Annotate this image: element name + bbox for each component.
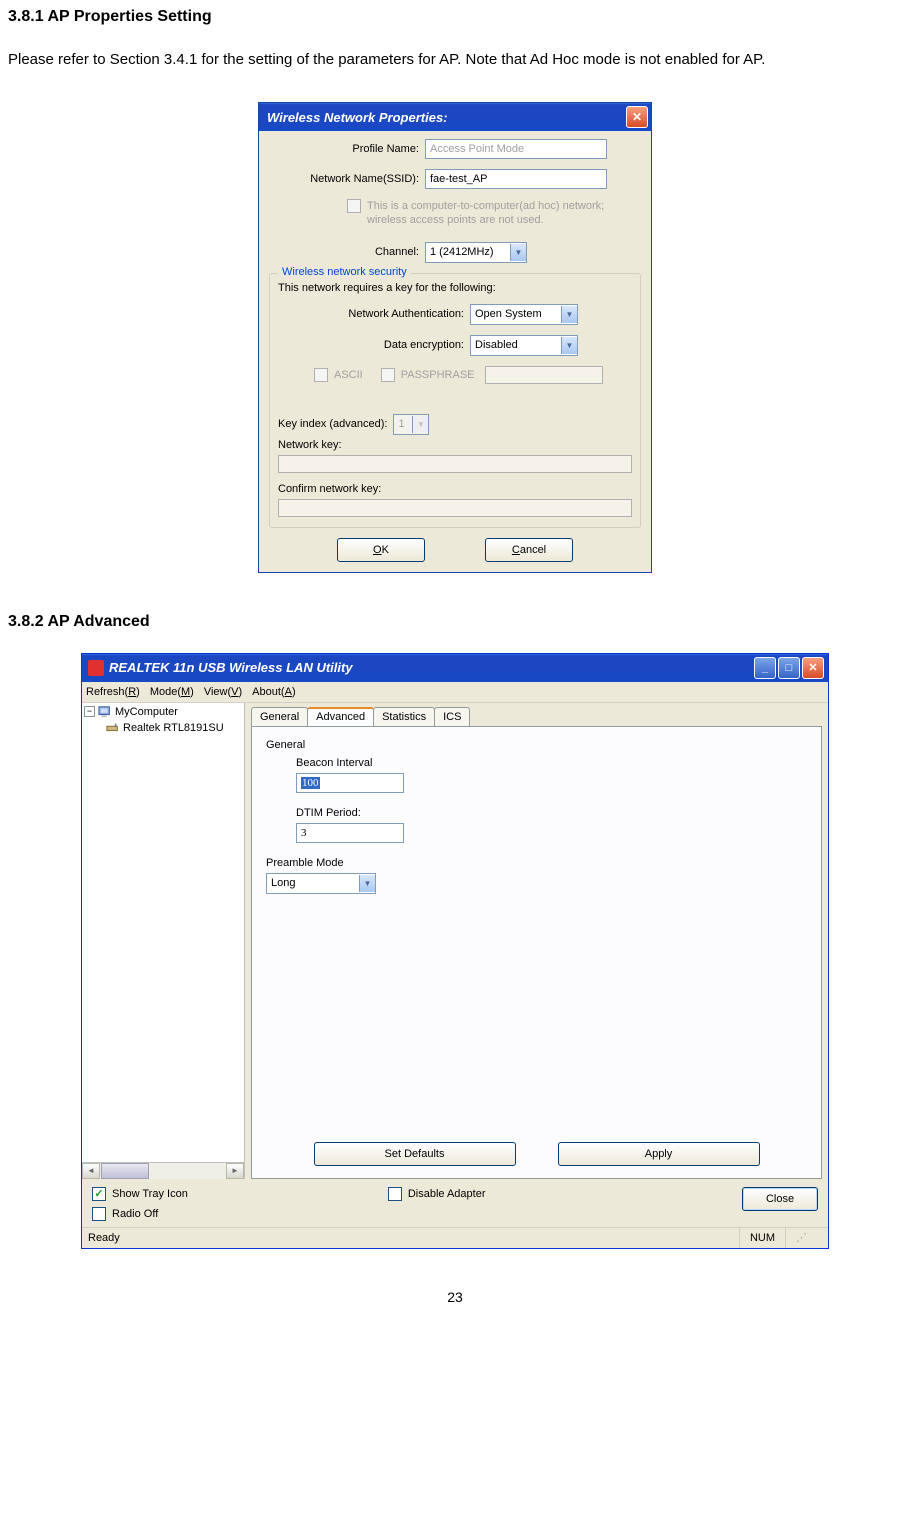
preamble-select[interactable]: Long ▼ xyxy=(266,873,376,894)
menu-refresh[interactable]: Refresh(R) xyxy=(86,686,140,698)
preamble-label: Preamble Mode xyxy=(266,857,807,869)
passphrase-label: PASSPHRASE xyxy=(401,369,475,381)
enc-label: Data encryption: xyxy=(278,339,470,351)
ascii-label: ASCII xyxy=(334,369,363,381)
menubar: Refresh(R) Mode(M) View(V) About(A) xyxy=(82,682,828,703)
keyindex-select: 1 ▼ xyxy=(393,414,429,435)
tree-root-label: MyComputer xyxy=(115,706,178,718)
ssid-input[interactable] xyxy=(425,169,607,189)
dtim-label: DTIM Period: xyxy=(296,807,807,819)
computer-icon xyxy=(98,705,112,719)
chevron-down-icon[interactable]: ▼ xyxy=(510,244,526,261)
close-button[interactable]: Close xyxy=(742,1187,818,1211)
chevron-down-icon: ▼ xyxy=(412,416,428,433)
heading-2: 3.8.2 AP Advanced xyxy=(8,613,902,631)
profile-name-label: Profile Name: xyxy=(269,143,425,155)
chevron-down-icon[interactable]: ▼ xyxy=(561,306,577,323)
heading-1: 3.8.1 AP Properties Setting xyxy=(8,8,902,26)
statusbar: Ready NUM ⋰ xyxy=(82,1227,828,1248)
preamble-value: Long xyxy=(267,877,359,889)
adhoc-text: This is a computer-to-computer(ad hoc) n… xyxy=(367,199,637,228)
scroll-right-icon[interactable]: ► xyxy=(226,1163,244,1179)
minimize-icon[interactable]: _ xyxy=(754,657,776,679)
tree-collapse-icon[interactable]: − xyxy=(84,706,95,717)
tab-panel-advanced: General Beacon Interval 100 DTIM Period:… xyxy=(251,726,822,1179)
window-title: REALTEK 11n USB Wireless LAN Utility xyxy=(109,660,754,675)
channel-value: 1 (2412MHz) xyxy=(426,246,510,258)
scroll-left-icon[interactable]: ◄ xyxy=(82,1163,100,1179)
passphrase-input xyxy=(485,366,603,384)
tab-statistics[interactable]: Statistics xyxy=(373,707,435,726)
dialog-title: Wireless Network Properties: xyxy=(267,110,626,125)
radio-off-checkbox[interactable] xyxy=(92,1207,106,1221)
close-icon[interactable]: ✕ xyxy=(626,106,648,128)
adhoc-checkbox xyxy=(347,199,361,213)
panel-general-label: General xyxy=(266,739,807,751)
ok-button[interactable]: OK xyxy=(337,538,425,562)
adapter-icon xyxy=(106,721,120,735)
radio-off-label: Radio Off xyxy=(112,1208,158,1220)
tab-strip: General Advanced Statistics ICS xyxy=(251,707,822,726)
tree-child-label: Realtek RTL8191SU xyxy=(123,722,224,734)
profile-name-input xyxy=(425,139,607,159)
tree-hscrollbar[interactable]: ◄ ► xyxy=(82,1162,244,1179)
window-titlebar: REALTEK 11n USB Wireless LAN Utility _ □… xyxy=(82,654,828,682)
security-legend: Wireless network security xyxy=(278,266,411,278)
disable-adapter-label: Disable Adapter xyxy=(408,1188,486,1200)
set-defaults-button[interactable]: Set Defaults xyxy=(314,1142,516,1166)
resize-grip-icon[interactable]: ⋰ xyxy=(785,1228,822,1248)
networkkey-input xyxy=(278,455,632,473)
tree-pane: − MyComputer Realtek RTL8191SU ◄ ► xyxy=(82,703,245,1179)
maximize-icon[interactable]: □ xyxy=(778,657,800,679)
dialog-titlebar: Wireless Network Properties: ✕ xyxy=(259,103,651,131)
menu-about[interactable]: About(A) xyxy=(252,686,295,698)
menu-mode[interactable]: Mode(M) xyxy=(150,686,194,698)
status-num: NUM xyxy=(739,1228,785,1248)
bottom-options: Show Tray Icon Radio Off Disable Adapter… xyxy=(82,1179,828,1227)
channel-label: Channel: xyxy=(269,246,425,258)
app-icon xyxy=(88,660,104,676)
cancel-button[interactable]: Cancel xyxy=(485,538,573,562)
confirmkey-input xyxy=(278,499,632,517)
page-number: 23 xyxy=(8,1289,902,1305)
auth-label: Network Authentication: xyxy=(278,308,470,320)
auth-value: Open System xyxy=(471,308,561,320)
keyindex-value: 1 xyxy=(394,418,412,430)
keyindex-label: Key index (advanced): xyxy=(278,418,387,430)
show-tray-checkbox[interactable] xyxy=(92,1187,106,1201)
show-tray-label: Show Tray Icon xyxy=(112,1188,188,1200)
security-intro: This network requires a key for the foll… xyxy=(278,282,632,294)
tab-ics[interactable]: ICS xyxy=(434,707,470,726)
wireless-properties-dialog: Wireless Network Properties: ✕ Profile N… xyxy=(258,102,652,573)
confirmkey-label: Confirm network key: xyxy=(278,483,632,495)
auth-select[interactable]: Open System ▼ xyxy=(470,304,578,325)
apply-button[interactable]: Apply xyxy=(558,1142,760,1166)
disable-adapter-checkbox[interactable] xyxy=(388,1187,402,1201)
scroll-thumb[interactable] xyxy=(101,1163,149,1179)
chevron-down-icon[interactable]: ▼ xyxy=(359,875,375,892)
enc-select[interactable]: Disabled ▼ xyxy=(470,335,578,356)
chevron-down-icon[interactable]: ▼ xyxy=(561,337,577,354)
beacon-input[interactable]: 100 xyxy=(296,773,404,793)
tab-advanced[interactable]: Advanced xyxy=(307,707,374,726)
dtim-input[interactable] xyxy=(296,823,404,843)
wlan-utility-window: REALTEK 11n USB Wireless LAN Utility _ □… xyxy=(81,653,829,1249)
tree-root[interactable]: − MyComputer xyxy=(84,705,242,719)
channel-select[interactable]: 1 (2412MHz) ▼ xyxy=(425,242,527,263)
ascii-checkbox xyxy=(314,368,328,382)
beacon-label: Beacon Interval xyxy=(296,757,807,769)
enc-value: Disabled xyxy=(471,339,561,351)
ssid-label: Network Name(SSID): xyxy=(269,173,425,185)
close-icon[interactable]: ✕ xyxy=(802,657,824,679)
passphrase-checkbox xyxy=(381,368,395,382)
tab-general[interactable]: General xyxy=(251,707,308,726)
tree-child[interactable]: Realtek RTL8191SU xyxy=(106,721,242,735)
status-ready: Ready xyxy=(88,1232,739,1244)
menu-view[interactable]: View(V) xyxy=(204,686,242,698)
security-groupbox: Wireless network security This network r… xyxy=(269,273,641,528)
body-text: Please refer to Section 3.4.1 for the se… xyxy=(8,48,902,72)
networkkey-label: Network key: xyxy=(278,439,632,451)
